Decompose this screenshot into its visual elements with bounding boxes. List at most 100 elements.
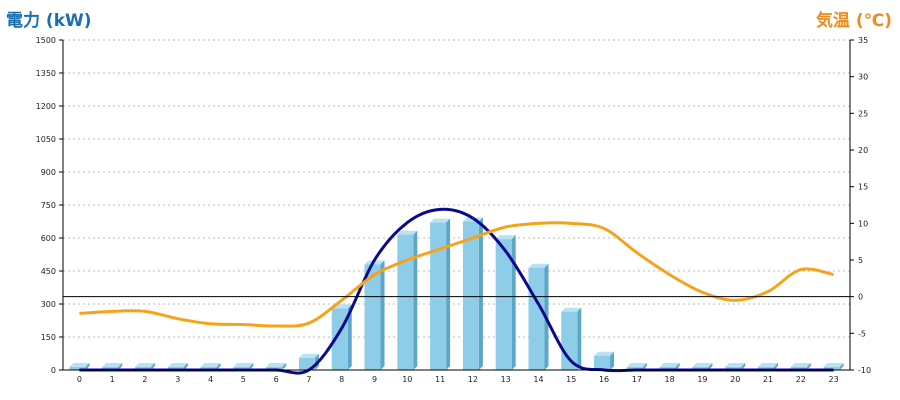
- power-bar-top: [266, 363, 287, 367]
- power-bar-top: [725, 363, 746, 367]
- power-bar-top: [102, 363, 123, 367]
- power-bar: [462, 217, 483, 370]
- right-tick-label: 5: [858, 256, 863, 265]
- power-bar-top: [495, 235, 516, 240]
- power-bar-side: [741, 363, 746, 370]
- x-tick-label: 8: [339, 375, 344, 384]
- x-tick-label: 11: [435, 375, 445, 384]
- grid-layer: [63, 39, 850, 338]
- x-tick-label: 2: [142, 375, 147, 384]
- power-forecast-line: [79, 207, 834, 375]
- power-bar-top: [397, 230, 418, 235]
- right-tick-label: 25: [858, 109, 868, 118]
- power-bar-top: [790, 363, 811, 367]
- power-bar-side: [511, 235, 516, 370]
- right-tick-label: 15: [858, 183, 868, 192]
- x-tick-label: 18: [665, 375, 675, 384]
- left-tick-label: 450: [41, 267, 56, 276]
- x-tick-label: 9: [372, 375, 377, 384]
- left-tick-label: 1500: [36, 36, 56, 45]
- power-bar-top: [692, 363, 713, 367]
- axis-layer: 01503004506007509001050120013501500-10-5…: [36, 36, 871, 384]
- power-bar-top: [69, 363, 90, 367]
- x-tick-label: 0: [77, 375, 82, 384]
- right-tick-label: -10: [858, 366, 871, 375]
- x-tick-label: 20: [730, 375, 740, 384]
- x-tick-label: 1: [110, 375, 115, 384]
- power-bar-top: [561, 307, 582, 312]
- power-bar: [430, 218, 451, 370]
- x-tick-label: 16: [599, 375, 609, 384]
- left-tick-label: 150: [41, 333, 56, 342]
- power-bar-top: [134, 363, 155, 367]
- x-tick-label: 6: [274, 375, 279, 384]
- power-bar-side: [150, 363, 155, 370]
- power-bar-front: [626, 367, 643, 370]
- power-bar-front: [594, 355, 611, 370]
- x-tick-label: 15: [566, 375, 576, 384]
- x-tick-label: 19: [697, 375, 707, 384]
- power-bar: [594, 351, 615, 370]
- power-bar-side: [610, 351, 615, 370]
- left-tick-label: 1200: [36, 102, 56, 111]
- line-layer: [79, 207, 834, 375]
- power-bar-side: [216, 363, 221, 370]
- power-bar-top: [167, 363, 188, 367]
- x-tick-label: 10: [402, 375, 412, 384]
- power-bar-side: [708, 363, 713, 370]
- x-tick-label: 3: [175, 375, 180, 384]
- right-tick-label: -5: [858, 329, 866, 338]
- power-bar-side: [839, 363, 844, 370]
- right-tick-label: 10: [858, 219, 868, 228]
- power-bar-top: [233, 363, 254, 367]
- x-tick-label: 17: [632, 375, 642, 384]
- power-bar-front: [364, 264, 381, 370]
- left-tick-label: 600: [41, 234, 56, 243]
- power-bar-top: [528, 263, 549, 268]
- bar-layer: [69, 217, 844, 370]
- power-bar-top: [298, 353, 319, 358]
- x-tick-label: 22: [796, 375, 806, 384]
- power-bar-front: [397, 234, 414, 370]
- x-tick-label: 14: [533, 375, 543, 384]
- left-tick-label: 1350: [36, 69, 56, 78]
- left-tick-label: 1050: [36, 135, 56, 144]
- power-bar-front: [462, 221, 479, 370]
- power-bar-side: [183, 363, 188, 370]
- power-bar: [69, 363, 90, 370]
- power-bar-front: [495, 239, 512, 370]
- right-tick-label: 30: [858, 73, 868, 82]
- power-bar-side: [347, 304, 352, 370]
- power-bar-top: [594, 351, 615, 356]
- power-bar-side: [577, 307, 582, 370]
- x-tick-label: 21: [763, 375, 773, 384]
- power-bar-top: [200, 363, 221, 367]
- power-bar-front: [69, 367, 86, 370]
- power-bar-front: [528, 267, 545, 370]
- left-tick-label: 300: [41, 300, 56, 309]
- power-bar: [364, 260, 385, 370]
- power-bar-top: [430, 218, 451, 223]
- x-tick-label: 7: [306, 375, 311, 384]
- power-bar-side: [642, 363, 647, 370]
- left-axis-title: 電力 (kW): [6, 11, 92, 31]
- power-bar-side: [85, 363, 90, 370]
- right-tick-label: 35: [858, 36, 868, 45]
- left-tick-label: 900: [41, 168, 56, 177]
- power-bar-side: [446, 218, 451, 370]
- power-bar-side: [675, 363, 680, 370]
- power-bar-top: [659, 363, 680, 367]
- power-bar: [298, 353, 319, 370]
- left-tick-label: 0: [51, 366, 56, 375]
- power-bar: [495, 235, 516, 370]
- power-bar-side: [413, 230, 418, 370]
- power-bar-top: [823, 363, 844, 367]
- power-bar-side: [118, 363, 123, 370]
- power-bar-side: [806, 363, 811, 370]
- x-tick-label: 13: [501, 375, 511, 384]
- power-bar-side: [380, 260, 385, 370]
- power-bar-side: [774, 363, 779, 370]
- right-tick-label: 0: [858, 293, 863, 302]
- power-bar-top: [758, 363, 779, 367]
